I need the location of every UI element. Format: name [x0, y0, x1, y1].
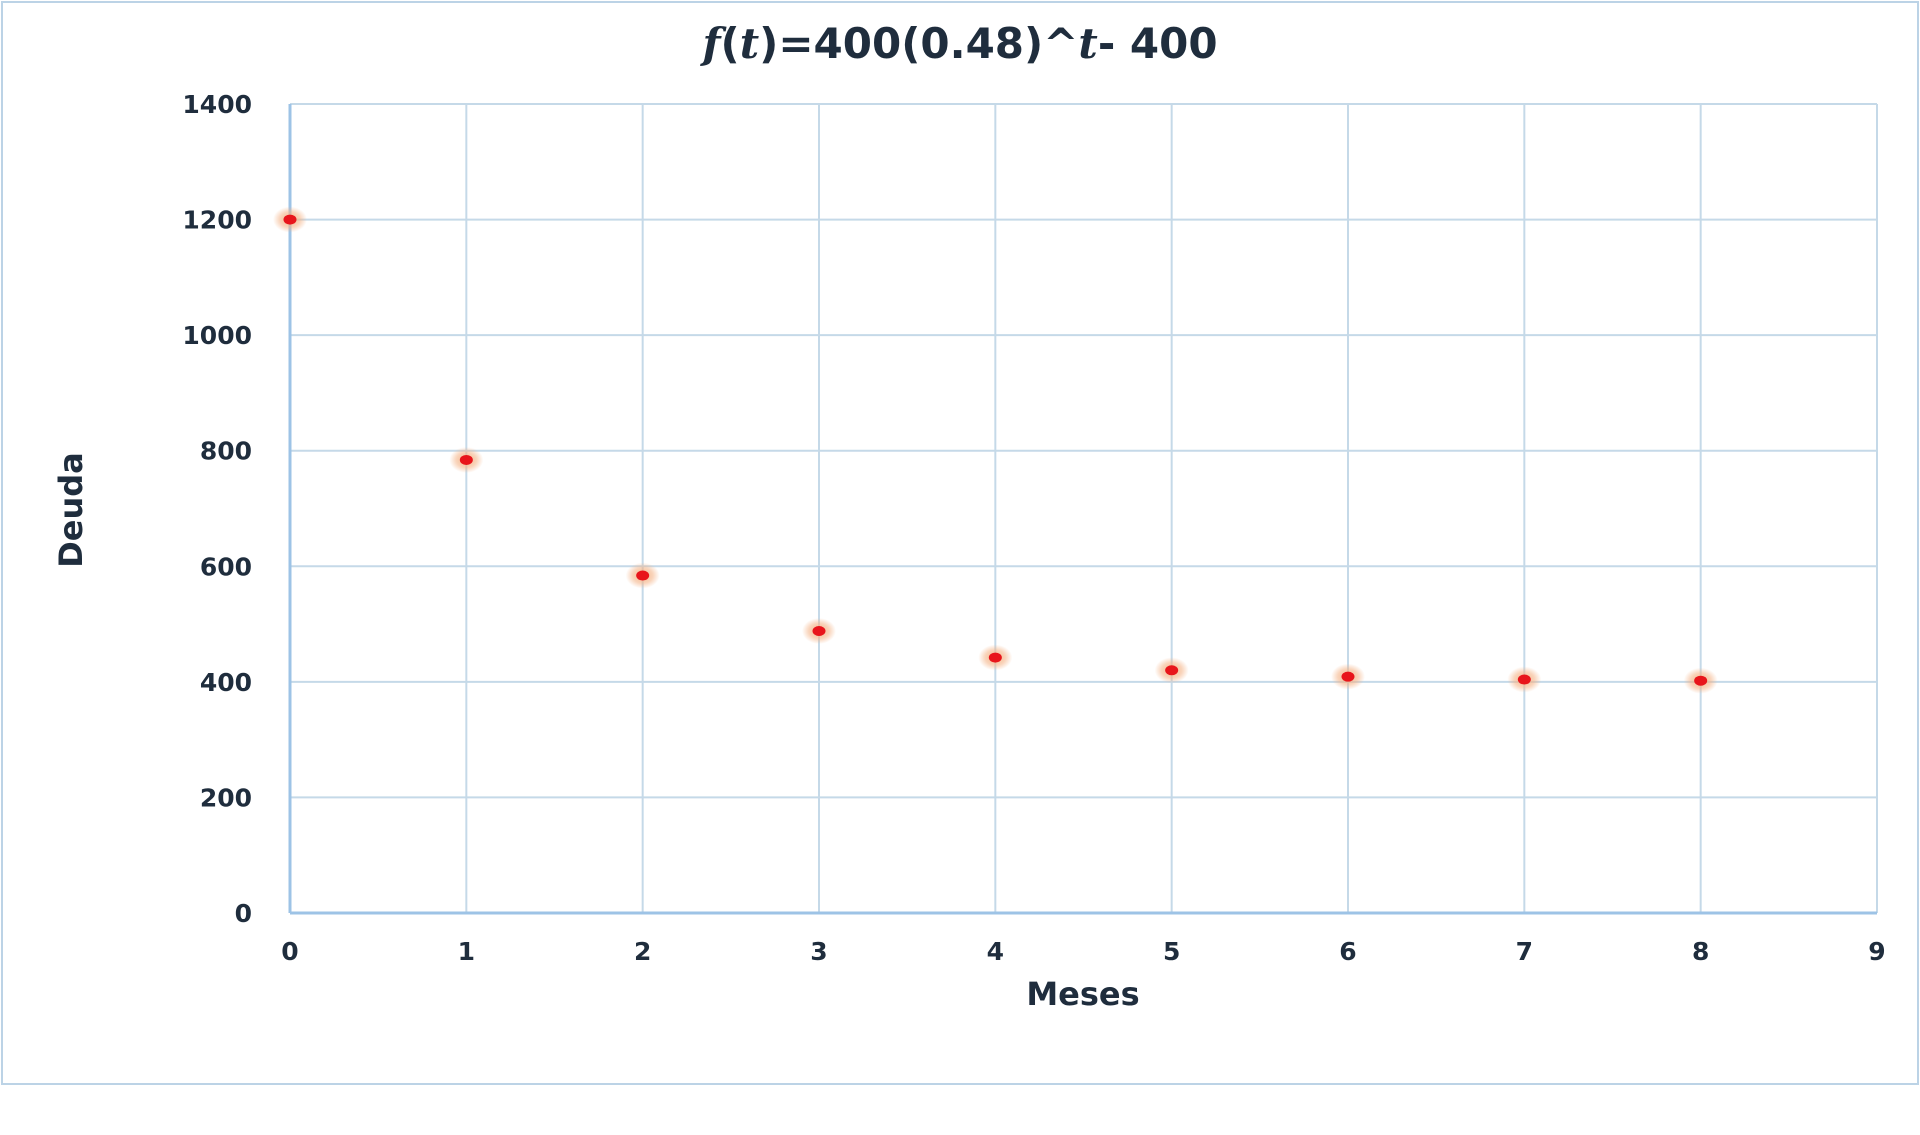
- y-tick-label: 0: [235, 899, 252, 928]
- data-point-marker: [459, 454, 473, 465]
- data-point-marker: [1517, 674, 1531, 685]
- data-point-marker: [283, 214, 297, 225]
- data-point: [978, 644, 1013, 671]
- data-point: [1154, 657, 1189, 684]
- chart-title: f(t)=400(0.48)^t- 400: [699, 19, 1217, 68]
- y-tick-label: 1200: [182, 206, 252, 235]
- x-axis-label: Meses: [1026, 975, 1139, 1013]
- data-point: [625, 562, 660, 589]
- data-point-marker: [1341, 671, 1355, 682]
- y-tick-label: 600: [200, 552, 252, 581]
- y-tick-label: 400: [200, 668, 252, 697]
- x-tick-label: 2: [634, 937, 651, 966]
- data-point-marker: [636, 570, 650, 581]
- x-tick-label: 8: [1692, 937, 1709, 966]
- data-point: [273, 206, 307, 233]
- y-tick-label: 800: [200, 437, 252, 466]
- data-point-marker: [1694, 675, 1708, 686]
- data-point-marker: [1165, 665, 1179, 676]
- x-tick-label: 4: [987, 937, 1004, 966]
- y-tick-label: 200: [200, 783, 252, 812]
- data-points: [273, 206, 1718, 694]
- y-tick-label: 1400: [182, 90, 252, 119]
- data-point-marker: [988, 652, 1002, 663]
- x-tick-label: 3: [810, 937, 827, 966]
- x-tick-label: 5: [1163, 937, 1180, 966]
- x-tick-label: 6: [1339, 937, 1356, 966]
- x-tick-label: 1: [458, 937, 475, 966]
- data-point: [802, 618, 836, 645]
- chart-border: [1, 1, 1919, 1085]
- data-point-marker: [812, 626, 826, 637]
- tick-labels: 0 200 400 600 800 1000 1200 1400 0 1 2 3 4 5 6 7 8 9: [182, 90, 1885, 966]
- y-tick-label: 1000: [182, 321, 252, 350]
- axes: [288, 104, 1877, 915]
- data-point: [1507, 666, 1542, 693]
- y-axis-label: Deuda: [52, 452, 90, 568]
- x-tick-label: 7: [1516, 937, 1533, 966]
- data-point: [1683, 667, 1718, 694]
- data-point: [449, 446, 484, 473]
- data-point: [1331, 663, 1365, 690]
- x-tick-label: 0: [281, 937, 298, 966]
- x-tick-label: 9: [1868, 937, 1885, 966]
